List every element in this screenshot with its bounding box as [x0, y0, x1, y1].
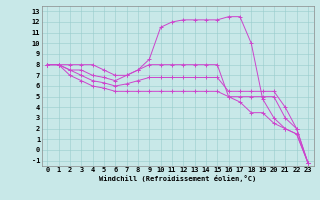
X-axis label: Windchill (Refroidissement éolien,°C): Windchill (Refroidissement éolien,°C)	[99, 175, 256, 182]
